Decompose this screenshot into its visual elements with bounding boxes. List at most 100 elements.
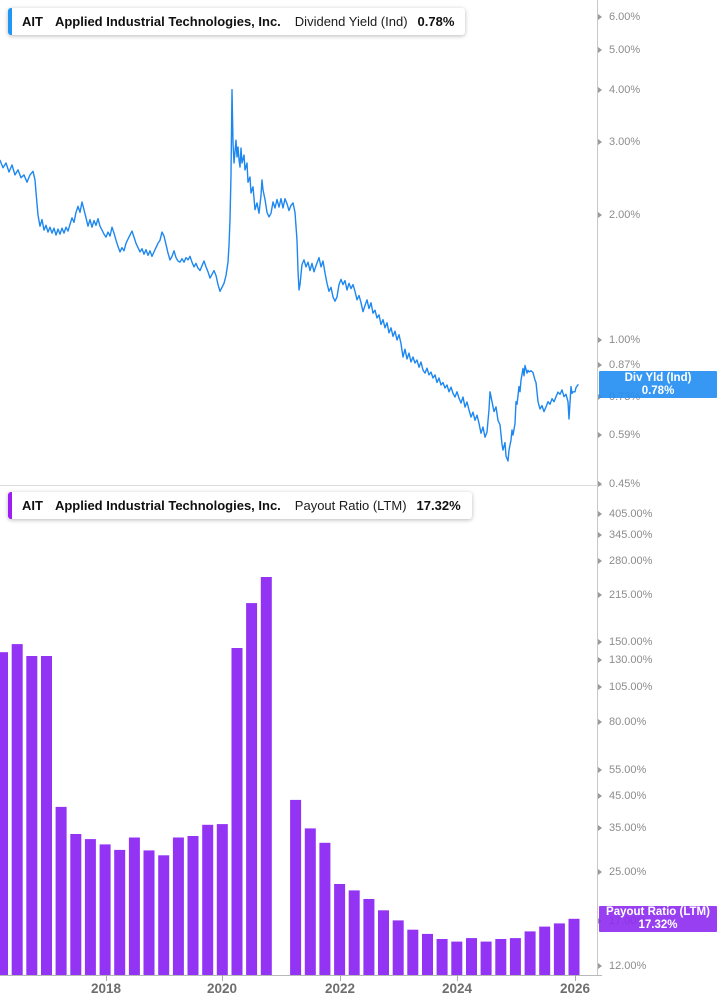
badge-label: Payout Ratio (LTM) <box>606 905 710 918</box>
payout-ratio-bar <box>70 834 82 975</box>
y-tick-mark <box>598 868 602 875</box>
y-tick-label: 280.00% <box>609 555 653 568</box>
payout-ratio-bar <box>187 836 199 975</box>
payout-ratio-bar <box>55 806 67 975</box>
dividend-yield-line <box>0 88 579 462</box>
x-tick-mark <box>457 975 458 981</box>
payout-ratio-bar <box>422 933 433 975</box>
y-tick-mark <box>598 767 602 774</box>
y-tick-label: 80.00% <box>609 716 647 729</box>
y-tick-mark <box>598 638 602 645</box>
y-tick-mark <box>598 337 602 343</box>
payout-ratio-last-value-badge: Payout Ratio (LTM) 17.32% <box>599 905 717 932</box>
payout-ratio-bar <box>539 926 551 975</box>
payout-ratio-bar <box>41 656 52 975</box>
payout-ratio-bar <box>524 931 536 975</box>
x-tick-mark <box>106 975 107 981</box>
panel-divider <box>0 485 602 486</box>
y-tick-mark <box>598 656 602 663</box>
y-tick-mark <box>598 684 602 691</box>
payout-ratio-bar <box>260 577 272 975</box>
metric-value: 0.78% <box>417 14 455 29</box>
y-tick-mark <box>598 138 602 145</box>
payout-ratio-bar <box>451 941 463 975</box>
payout-ratio-bar <box>392 920 404 975</box>
ticker-symbol: AIT <box>22 498 43 513</box>
x-tick-label: 2018 <box>90 981 122 996</box>
y-tick-label: 25.00% <box>609 865 647 878</box>
y-tick-mark <box>598 14 602 21</box>
y-tick-mark <box>598 793 602 800</box>
payout-ratio-bar <box>495 939 507 975</box>
payout-ratio-bar <box>143 850 155 975</box>
y-tick-label: 0.87% <box>609 359 641 372</box>
y-tick-mark <box>598 432 602 439</box>
y-tick-mark <box>598 46 602 53</box>
dividend-yield-legend-card: AIT Applied Industrial Technologies, Inc… <box>8 8 466 35</box>
payout-ratio-bar <box>290 799 302 975</box>
x-tick-mark <box>222 975 223 981</box>
x-tick-mark <box>340 975 341 981</box>
y-tick-mark <box>598 531 602 538</box>
payout-ratio-bar <box>568 918 580 975</box>
y-axis-line <box>597 0 598 975</box>
y-tick-label: 3.00% <box>609 135 641 148</box>
x-tick-label: 2024 <box>441 981 473 996</box>
payout-ratio-bar <box>509 938 521 975</box>
payout-ratio-bar <box>334 884 346 975</box>
y-tick-label: 105.00% <box>609 681 653 694</box>
payout-ratio-bar <box>158 855 170 975</box>
x-tick-label: 2020 <box>206 981 238 996</box>
y-tick-mark <box>598 480 602 487</box>
payout-ratio-bar <box>363 899 375 975</box>
y-tick-mark <box>598 212 602 219</box>
payout-ratio-bar <box>216 824 228 975</box>
y-tick-label: 12.00% <box>609 959 647 972</box>
company-name: Applied Industrial Technologies, Inc. <box>54 498 281 513</box>
chart-plot-area <box>0 88 580 975</box>
y-tick-mark <box>598 510 602 517</box>
badge-value: 0.78% <box>641 384 675 397</box>
y-tick-label: 0.45% <box>609 477 641 490</box>
payout-ratio-bar <box>407 929 419 975</box>
y-tick-label: 215.00% <box>609 589 653 602</box>
ticker-symbol: AIT <box>22 14 43 29</box>
legend-accent-bar-purple <box>8 492 12 519</box>
payout-ratio-bar <box>480 941 492 975</box>
y-tick-label: 405.00% <box>609 507 653 520</box>
y-tick-label: 2.00% <box>609 209 641 222</box>
payout-ratio-bar <box>319 842 331 975</box>
legend-accent-bar-blue <box>8 8 12 35</box>
badge-label: Div Yld (Ind) <box>624 371 692 384</box>
metric-name: Payout Ratio (LTM) <box>294 498 407 513</box>
payout-ratio-bar <box>348 890 360 975</box>
payout-ratio-bar <box>304 828 316 975</box>
y-tick-mark <box>598 825 602 832</box>
payout-ratio-bar <box>11 644 23 975</box>
y-tick-mark <box>598 719 602 726</box>
payout-ratio-bar <box>128 837 140 975</box>
payout-ratio-bar <box>466 938 477 975</box>
y-tick-mark <box>598 87 602 94</box>
payout-ratio-bar <box>0 652 8 975</box>
metric-value: 17.32% <box>416 498 461 513</box>
y-tick-label: 4.00% <box>609 84 641 97</box>
x-tick-label: 2022 <box>324 981 356 996</box>
company-name: Applied Industrial Technologies, Inc. <box>54 14 281 29</box>
y-tick-label: 5.00% <box>609 43 641 56</box>
y-tick-label: 55.00% <box>609 764 647 777</box>
payout-ratio-bar <box>84 839 96 975</box>
badge-value: 17.32% <box>638 918 678 931</box>
y-tick-label: 130.00% <box>609 653 653 666</box>
x-tick-label: 2026 <box>559 981 591 996</box>
y-tick-mark <box>598 962 602 969</box>
payout-ratio-bar <box>436 939 448 975</box>
metric-name: Dividend Yield (Ind) <box>294 14 408 29</box>
x-axis-line <box>0 975 602 976</box>
payout-ratio-bar <box>26 656 38 975</box>
y-tick-label: 345.00% <box>609 528 653 541</box>
payout-ratio-bar <box>202 824 214 975</box>
payout-ratio-bar <box>172 837 184 975</box>
payout-ratio-bar <box>553 923 565 975</box>
